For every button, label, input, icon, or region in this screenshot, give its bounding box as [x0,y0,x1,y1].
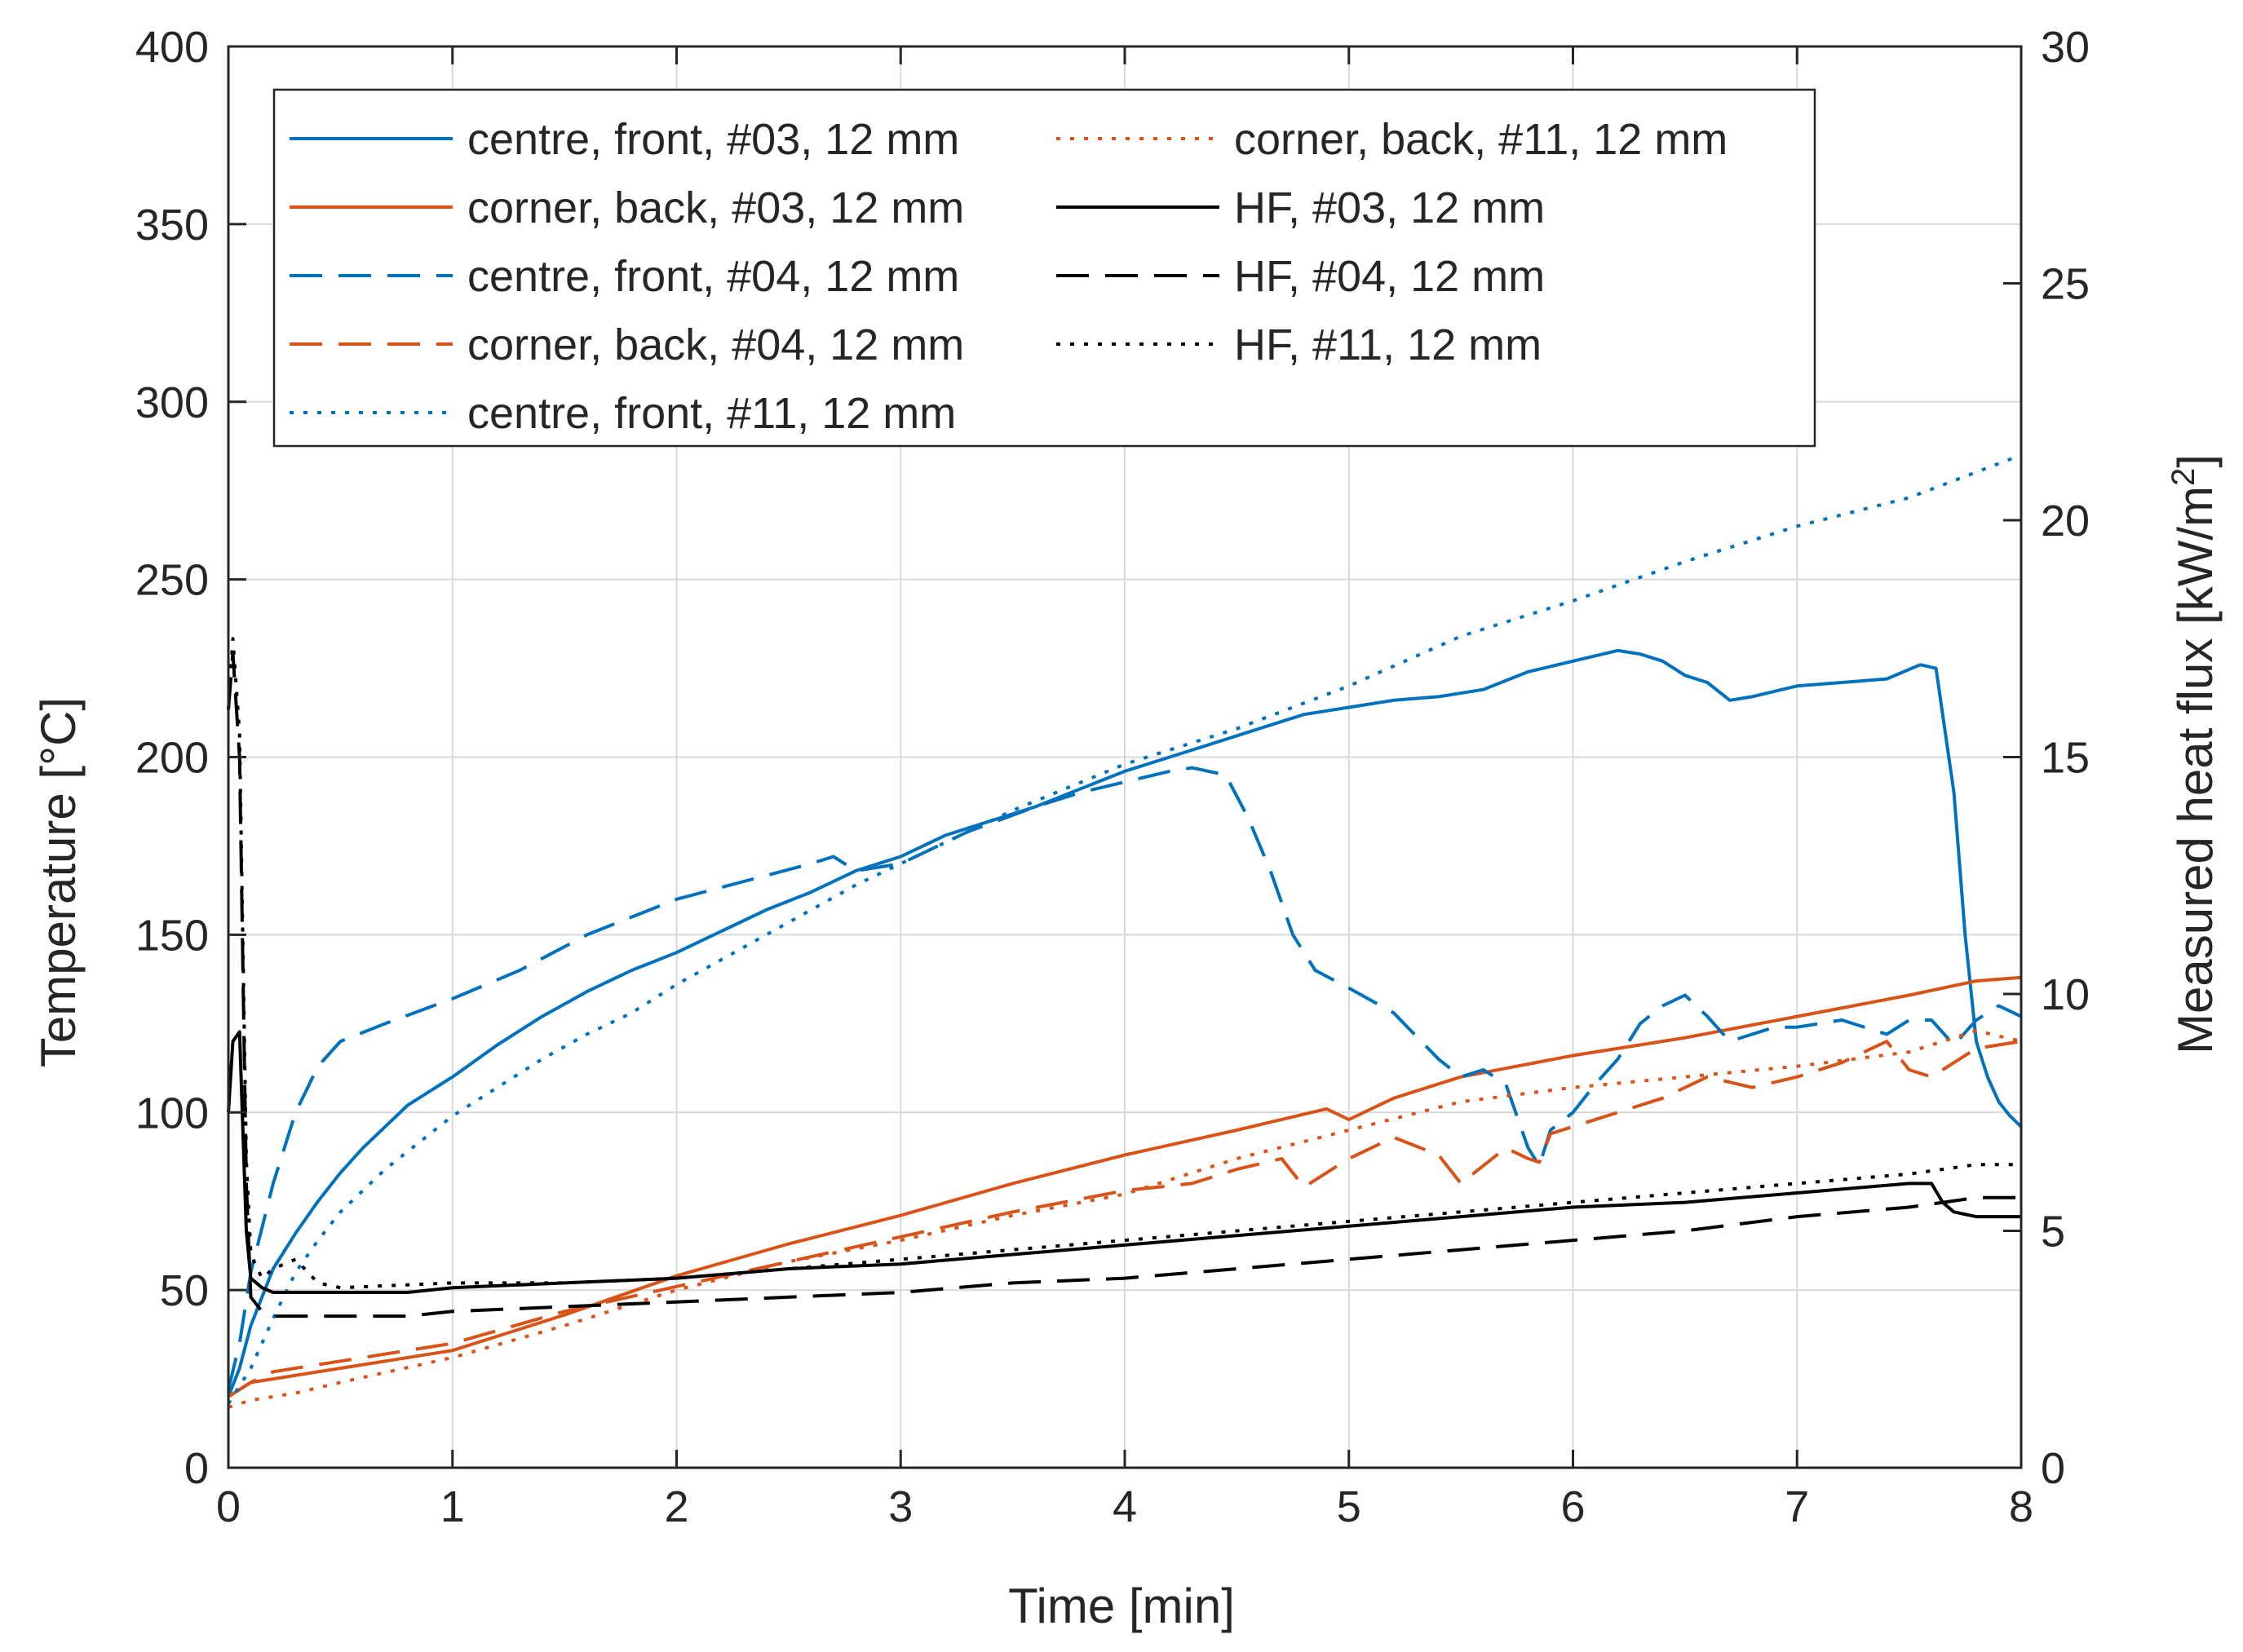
y2-tick-label: 10 [2041,970,2090,1019]
series-line-hf-03-12-mm [227,1030,2021,1294]
series-line-corner-back-04-12-mm [227,1040,2022,1398]
y-tick-label: 150 [135,911,209,960]
x-tick-label: 1 [440,1482,465,1531]
y-tick-label: 0 [184,1444,209,1493]
series-line-centre-front-03-12-mm [227,648,2023,1398]
x-axis-title: Time [min] [1008,1579,1235,1633]
y2-tick-label: 25 [2041,260,2090,309]
x-tick-label: 7 [1785,1482,1809,1531]
legend-label-centre-front-04-12-mm: centre, front, #04, 12 mm [467,252,959,301]
y-tick-label: 100 [135,1089,209,1137]
y-tick-label: 50 [160,1266,209,1315]
y-tick-label: 300 [135,378,209,427]
legend-label-corner-back-03-12-mm: corner, back, #03, 12 mm [467,183,964,232]
y-axis-title: Temperature [°C] [31,697,86,1067]
x-tick-label: 2 [664,1482,688,1531]
y2-tick-label: 30 [2041,23,2090,72]
x-tick-label: 3 [888,1482,913,1531]
legend-box [272,88,1816,448]
legend-label-hf-04-12-mm: HF, #04, 12 mm [1234,252,1545,301]
y2-title-end: ] [2168,454,2223,468]
legend-label-hf-03-12-mm: HF, #03, 12 mm [1234,183,1545,232]
y2-tick-label: 15 [2041,734,2090,783]
legend-label-centre-front-11-12-mm: centre, front, #11, 12 mm [467,389,956,438]
x-tick-label: 4 [1113,1482,1137,1531]
y2-title-main: Measured heat flux [kW/m [2168,486,2223,1054]
y-tick-label: 250 [135,556,209,605]
series-line-hf-11-12-mm [227,637,2021,1290]
y2-axis-title: Measured heat flux [kW/m2] [2166,454,2223,1054]
series-layer [227,453,2023,1409]
y-tick-label: 200 [135,734,209,783]
series-line-centre-front-11-12-mm [227,453,2022,1405]
series-line-centre-front-04-12-mm [227,766,2022,1390]
legend-label-corner-back-04-12-mm: corner, back, #04, 12 mm [467,320,964,369]
y2-tick-label: 0 [2041,1444,2065,1493]
x-tick-label: 5 [1337,1482,1361,1531]
ticks-layer: 0 1 2 3 4 5 6 7 80501001502002503003504000510152… [135,23,2090,1531]
x-tick-label: 0 [216,1482,241,1531]
x-tick-label: 6 [1560,1482,1585,1531]
legend: centre, front, #03, 12 mm corner, back, #… [272,88,1816,448]
x-tick-label: 8 [2009,1482,2033,1531]
series-line-hf-04-12-mm [227,651,2021,1319]
series-line-corner-back-03-12-mm [227,975,2022,1398]
y-tick-label: 400 [135,23,209,72]
y-tick-label: 350 [135,201,209,250]
y2-tick-label: 5 [2041,1208,2065,1257]
legend-label-corner-back-11-12-mm: corner, back, #11, 12 mm [1234,115,1728,164]
y2-title-superscript: 2 [2166,468,2201,486]
y2-tick-label: 20 [2041,497,2090,546]
legend-label-centre-front-03-12-mm: centre, front, #03, 12 mm [467,115,959,164]
legend-label-hf-11-12-mm: HF, #11, 12 mm [1234,320,1542,369]
